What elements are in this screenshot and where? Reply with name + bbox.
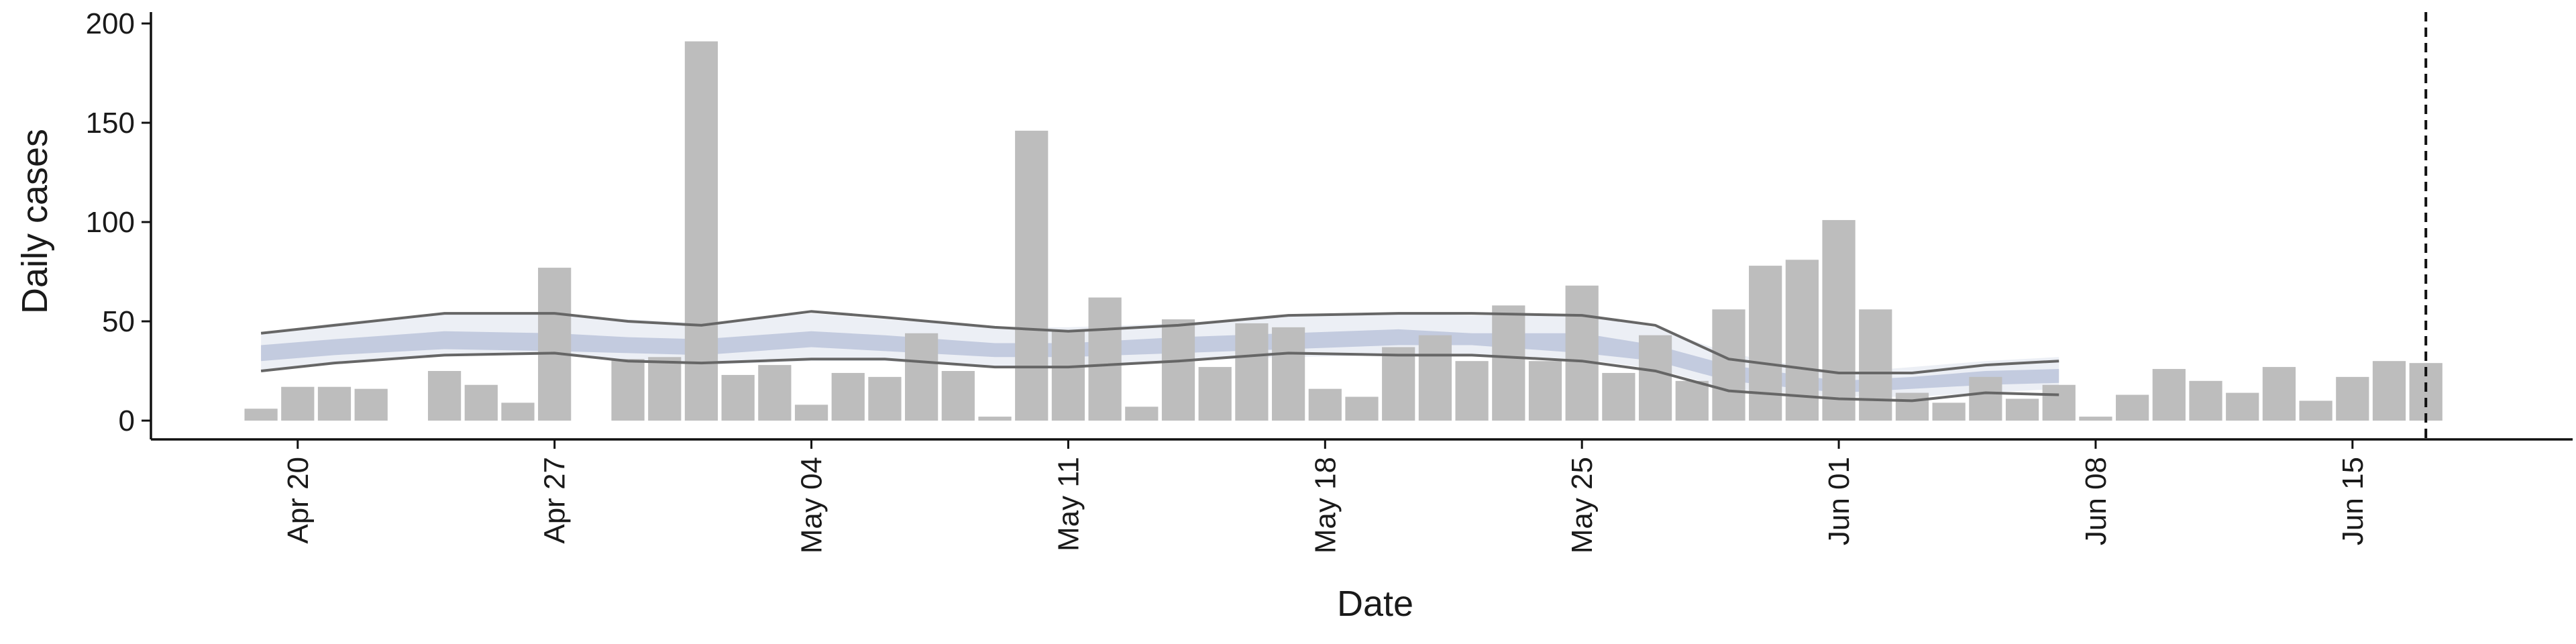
bar [1088, 297, 1122, 421]
x-tick-label: Jun 01 [1823, 457, 1856, 545]
bar [2042, 384, 2076, 421]
bar [2152, 369, 2186, 421]
bar [1198, 367, 1232, 421]
bar [2299, 400, 2332, 421]
bar [1051, 331, 1085, 421]
bar [721, 374, 755, 421]
x-tick-label: May 04 [796, 457, 828, 553]
bar [501, 402, 535, 421]
bar [1161, 319, 1195, 421]
bar [1859, 309, 1892, 421]
bars [244, 41, 2443, 421]
bar [1932, 402, 1966, 421]
bar [684, 41, 718, 421]
upper-line [260, 310, 2059, 374]
bar [281, 386, 315, 421]
bar [1638, 335, 1672, 421]
bar [1418, 335, 1452, 421]
estimate-lines [260, 310, 2059, 402]
bar [758, 365, 792, 421]
bar [794, 405, 828, 421]
bar [831, 372, 865, 421]
bar [1895, 392, 1929, 421]
bar [611, 359, 645, 421]
axes: 0 50 100 150 200 Apr 20 Apr 27 May 04 May 11 May … [86, 7, 2573, 553]
bar [1712, 309, 1746, 421]
bar [2262, 367, 2296, 421]
bar [2189, 380, 2222, 421]
bar [941, 371, 975, 421]
bar [1749, 266, 1782, 421]
bar [1492, 305, 1525, 421]
bar [2372, 361, 2406, 421]
bar [1785, 260, 1819, 421]
bar [905, 333, 938, 421]
x-axis-title: Date [1337, 584, 1413, 624]
bar [354, 388, 388, 421]
bar [2116, 394, 2149, 421]
bar [1308, 388, 1342, 421]
bar [317, 386, 352, 421]
bar [2005, 398, 2039, 421]
x-tick-label: Jun 08 [2080, 457, 2112, 545]
y-tick-label: 150 [86, 107, 135, 140]
y-tick-label: 100 [86, 206, 135, 239]
x-tick-label: Jun 15 [2337, 457, 2369, 545]
bar [1675, 380, 1709, 421]
bar [1822, 220, 1856, 421]
bar [244, 409, 278, 421]
bar [464, 384, 498, 421]
bar [1969, 376, 2002, 421]
bar [1125, 407, 1159, 421]
bar [868, 376, 902, 421]
y-axis-title: Daily cases [15, 129, 55, 314]
x-tick-label: May 11 [1052, 457, 1085, 551]
bar [1455, 361, 1489, 421]
bar [1528, 361, 1562, 421]
bar [1015, 130, 1049, 421]
bar [1565, 285, 1599, 421]
x-tick-label: Apr 27 [539, 457, 572, 544]
y-tick-label: 0 [119, 405, 135, 437]
bar [978, 417, 1012, 421]
x-tick-label: Apr 20 [282, 457, 315, 544]
bar [1235, 323, 1269, 421]
lower-line [260, 352, 2059, 402]
bar [648, 357, 682, 421]
x-tick-label: May 18 [1309, 457, 1342, 553]
x-tick-label: May 25 [1566, 457, 1599, 553]
bar [1345, 396, 1379, 421]
y-tick-label: 200 [86, 7, 135, 40]
bar [1602, 372, 1635, 421]
bar [538, 268, 572, 421]
bar [2336, 376, 2369, 421]
bar [1271, 327, 1305, 421]
y-tick-label: 50 [102, 305, 135, 338]
bar [2226, 392, 2259, 421]
bar [2079, 417, 2112, 421]
bar [1382, 347, 1415, 421]
bar [427, 371, 462, 421]
